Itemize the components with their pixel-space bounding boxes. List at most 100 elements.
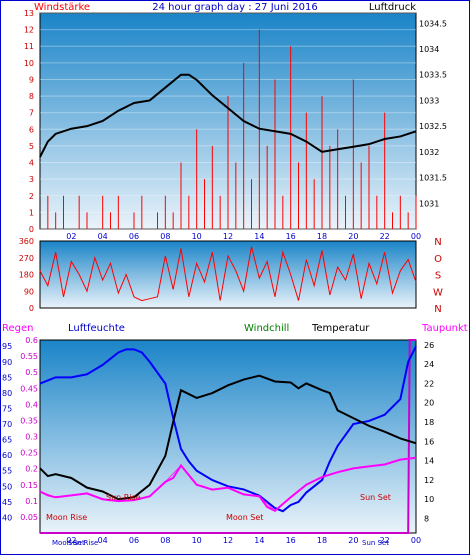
pressure-tick-label: 1034 (419, 45, 439, 54)
direction-tick-label: 90 (24, 287, 34, 296)
temp-tick-label: 12 (424, 476, 434, 485)
compass-label: S (435, 271, 441, 282)
panel-temperature-humidity (39, 339, 417, 534)
direction-tick-label: 0 (29, 304, 34, 313)
pressure-tick-label: 1032 (419, 148, 439, 157)
rain-tick-label: 0.2 (25, 465, 38, 474)
legend-regen: Regen (2, 323, 34, 334)
temp-tick-label: 18 (424, 418, 434, 427)
temp-humidity-marks: 40 45 50 55 60 65 70 75 80 85 90 95 0.05 0.1 0.15 0.2 0.… (2, 336, 434, 545)
rain-tick-label: 0.35 (20, 416, 38, 425)
humidity-tick-label: 70 (2, 420, 12, 429)
humidity-tick-label: 75 (2, 404, 12, 413)
wind-tick-label: 0 (29, 225, 34, 234)
x-tick-label: 12 (223, 536, 233, 545)
pressure-tick-label: 1031 (419, 199, 439, 208)
x-tick-label: 08 (160, 232, 170, 241)
x-tick-label: 06 (129, 536, 139, 545)
wind-tick-label: 7 (29, 109, 34, 118)
humidity-tick-label: 90 (2, 358, 12, 367)
rain-tick-label: 0.3 (25, 433, 38, 442)
pressure-tick-label: 1031.5 (419, 174, 447, 183)
x-tick-label: 14 (254, 232, 264, 241)
legend-luftfeuchte: Luftfeuchte (68, 323, 125, 334)
x-tick-label: 18 (317, 536, 327, 545)
x-tick-label: 16 (286, 232, 296, 241)
rain-tick-label: 0.5 (25, 368, 38, 377)
pressure-tick-label: 1032.5 (419, 122, 447, 131)
wind-tick-label: 3 (29, 175, 34, 184)
wind-tick-label: 10 (24, 59, 34, 68)
pressure-tick-label: 1033 (419, 96, 439, 105)
x-tick-label: 22 (380, 232, 390, 241)
bottom-moon-set: Moon Set (52, 539, 85, 547)
x-tick-label: 04 (98, 232, 108, 241)
wind-tick-label: 4 (29, 159, 34, 168)
humidity-tick-label: 60 (2, 451, 12, 460)
rain-tick-label: 0.55 (20, 352, 38, 361)
wind-tick-label: 2 (29, 192, 34, 201)
temp-tick-label: 26 (424, 341, 434, 350)
temperature-line (39, 374, 417, 501)
x-tick-label: 10 (192, 536, 202, 545)
temp-tick-label: 16 (424, 437, 434, 446)
annotation-moon-rise: Moon Rise (46, 513, 87, 522)
wind-tick-label: 11 (24, 42, 34, 51)
wind-tick-label: 1 (29, 208, 34, 217)
humidity-tick-label: 95 (2, 342, 12, 351)
rain-tick-label: 0.45 (20, 384, 38, 393)
legend-temperatur: Temperatur (311, 323, 370, 334)
rain-tick-label: 0.25 (20, 449, 38, 458)
rain-tick-label: 0.6 (25, 336, 38, 345)
rain-tick-label: 0.15 (20, 481, 38, 490)
x-tick-label: 18 (317, 232, 327, 241)
chart-title: 24 hour graph day : 27 Juni 2016 (152, 2, 318, 13)
humidity-tick-label: 85 (2, 373, 12, 382)
humidity-line (39, 345, 417, 513)
humidity-tick-label: 80 (2, 389, 12, 398)
direction-tick-label: 360 (19, 237, 34, 246)
rain-tick-label: 0.05 (20, 513, 38, 522)
rain-tick-label: 0.4 (25, 400, 38, 409)
rain-line (40, 339, 416, 534)
temp-tick-label: 8 (424, 515, 429, 524)
temp-tick-label: 14 (424, 457, 434, 466)
direction-tick-label: 180 (19, 271, 34, 280)
wind-tick-label: 5 (29, 142, 34, 151)
x-tick-label: 08 (160, 536, 170, 545)
bottom-sun-set: Sun Set (362, 539, 389, 547)
humidity-tick-label: 55 (2, 467, 12, 476)
legend-windchill: Windchill (244, 323, 289, 334)
compass-label: N (434, 237, 441, 248)
bottom-sun-rise: Sun Rise (68, 539, 98, 547)
x-tick-label: 00 (411, 232, 421, 241)
temp-tick-label: 10 (424, 495, 434, 504)
humidity-tick-label: 50 (2, 482, 12, 491)
x-tick-label: 02 (66, 232, 76, 241)
x-tick-label: 02 (66, 536, 76, 545)
x-tick-label: 10 (192, 232, 202, 241)
wind-tick-label: 6 (29, 125, 34, 134)
pressure-legend: Luftdruck (369, 2, 416, 13)
x-tick-label: 12 (223, 232, 233, 241)
wind-pressure-marks: 01234567891011121310311031.510321032.510… (24, 9, 447, 241)
annotation-sun-set: Sun Set (360, 493, 391, 502)
compass-label: O (434, 254, 442, 265)
wind-legend: Windstärke (34, 2, 90, 13)
annotation-sun-rise: Sun Rise (106, 493, 141, 502)
compass-label: W (433, 287, 443, 298)
temp-tick-label: 22 (424, 379, 434, 388)
x-tick-label: 22 (380, 536, 390, 545)
x-tick-label: 04 (98, 536, 108, 545)
x-tick-label: 20 (348, 536, 358, 545)
humidity-tick-label: 65 (2, 436, 12, 445)
humidity-tick-label: 40 (2, 513, 12, 522)
annotation-moon-set: Moon Set (226, 513, 263, 522)
humidity-tick-label: 45 (2, 498, 12, 507)
pressure-line (39, 73, 417, 158)
wind-direction-line (39, 246, 417, 302)
legend-taupunkt: Taupunkt (421, 323, 468, 334)
